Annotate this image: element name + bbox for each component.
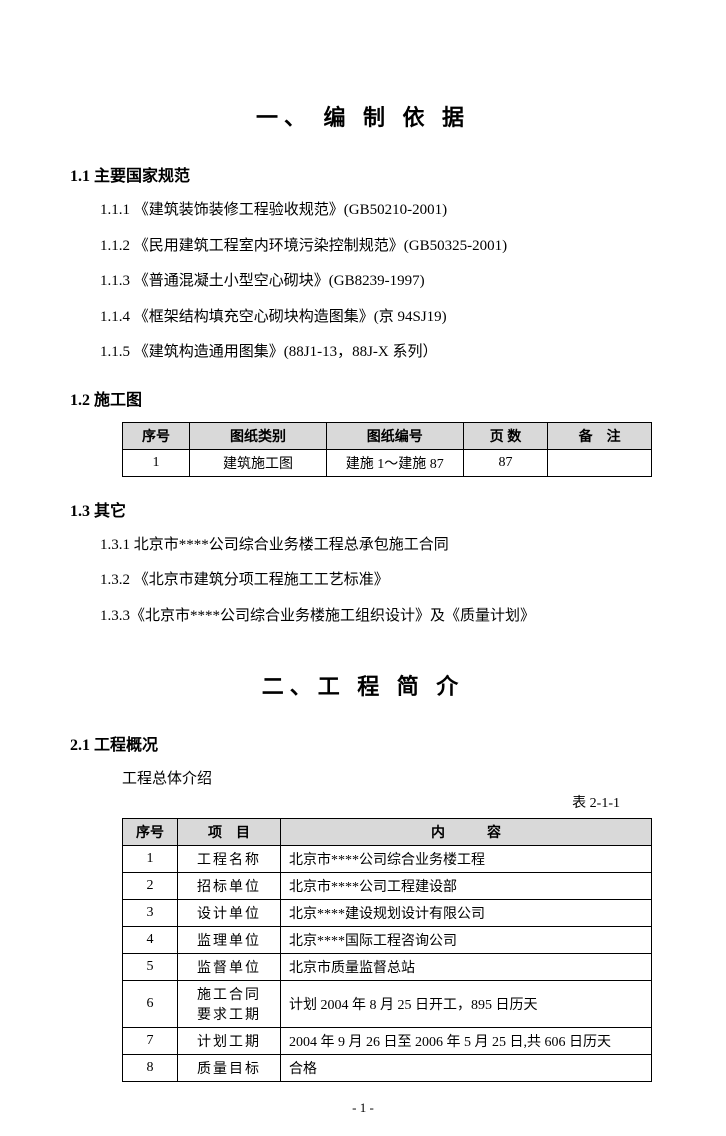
table-row: 3 设计单位 北京****建设规划设计有限公司	[123, 900, 652, 927]
td-item: 监督单位	[178, 954, 281, 981]
td-content: 合格	[281, 1055, 652, 1082]
td-seq: 1	[123, 449, 190, 476]
td-item: 设计单位	[178, 900, 281, 927]
chapter-1-title: 一、 编 制 依 据	[70, 100, 656, 132]
td-seq: 6	[123, 981, 178, 1028]
td-item: 监理单位	[178, 927, 281, 954]
td-number: 建施 1～建施 87	[326, 449, 463, 476]
section-1-1-title: 1.1 主要国家规范	[70, 162, 656, 186]
th-seq: 序号	[123, 422, 190, 449]
item-1-1-1: 1.1.1 《建筑装饰装修工程验收规范》(GB50210-2001)	[100, 198, 656, 224]
td-item: 施工合同要求工期	[178, 981, 281, 1028]
td-seq: 7	[123, 1028, 178, 1055]
table-2-1-1-label: 表 2-1-1	[70, 792, 620, 812]
table-header-row: 序号 项 目 内 容	[123, 819, 652, 846]
table-row: 8 质量目标 合格	[123, 1055, 652, 1082]
td-item: 质量目标	[178, 1055, 281, 1082]
chapter-2-title: 二、工 程 简 介	[70, 669, 656, 701]
td-seq: 5	[123, 954, 178, 981]
td-content: 北京市****公司工程建设部	[281, 873, 652, 900]
table-row: 7 计划工期 2004 年 9 月 26 日至 2006 年 5 月 25 日,…	[123, 1028, 652, 1055]
td-item: 计划工期	[178, 1028, 281, 1055]
table-row: 2 招标单位 北京市****公司工程建设部	[123, 873, 652, 900]
construction-drawing-table: 序号 图纸类别 图纸编号 页 数 备 注 1 建筑施工图 建施 1～建施 87 …	[122, 422, 652, 477]
table-row: 1 建筑施工图 建施 1～建施 87 87	[123, 449, 652, 476]
item-1-1-4: 1.1.4 《框架结构填充空心砌块构造图集》(京 94SJ19)	[100, 305, 656, 331]
item-1-1-3: 1.1.3 《普通混凝土小型空心砌块》(GB8239-1997)	[100, 269, 656, 295]
item-1-3-1: 1.3.1 北京市****公司综合业务楼工程总承包施工合同	[100, 533, 656, 559]
table-row: 1 工程名称 北京市****公司综合业务楼工程	[123, 846, 652, 873]
table-row: 6 施工合同要求工期 计划 2004 年 8 月 25 日开工，895 日历天	[123, 981, 652, 1028]
page: 一、 编 制 依 据 1.1 主要国家规范 1.1.1 《建筑装饰装修工程验收规…	[0, 0, 726, 1136]
td-content: 北京****国际工程咨询公司	[281, 927, 652, 954]
td-item: 工程名称	[178, 846, 281, 873]
section-2-1-title: 2.1 工程概况	[70, 731, 656, 755]
td-remark	[548, 449, 652, 476]
item-1-3-2: 1.3.2 《北京市建筑分项工程施工工艺标准》	[100, 568, 656, 594]
th-pages: 页 数	[463, 422, 548, 449]
td-content: 北京****建设规划设计有限公司	[281, 900, 652, 927]
td-seq: 8	[123, 1055, 178, 1082]
td-seq: 1	[123, 846, 178, 873]
item-1-1-2: 1.1.2 《民用建筑工程室内环境污染控制规范》(GB50325-2001)	[100, 234, 656, 260]
section-1-2-title: 1.2 施工图	[70, 386, 656, 410]
td-seq: 2	[123, 873, 178, 900]
page-number: - 1 -	[70, 1100, 656, 1116]
item-1-3-3: 1.3.3《北京市****公司综合业务楼施工组织设计》及《质量计划》	[100, 604, 656, 630]
table-row: 4 监理单位 北京****国际工程咨询公司	[123, 927, 652, 954]
td-content: 北京市质量监督总站	[281, 954, 652, 981]
project-overview-table: 序号 项 目 内 容 1 工程名称 北京市****公司综合业务楼工程 2 招标单…	[122, 818, 652, 1082]
table-header-row: 序号 图纸类别 图纸编号 页 数 备 注	[123, 422, 652, 449]
td-content: 计划 2004 年 8 月 25 日开工，895 日历天	[281, 981, 652, 1028]
td-item: 招标单位	[178, 873, 281, 900]
project-intro-label: 工程总体介绍	[122, 767, 656, 788]
td-content: 北京市****公司综合业务楼工程	[281, 846, 652, 873]
td-seq: 4	[123, 927, 178, 954]
th-item: 项 目	[178, 819, 281, 846]
td-content: 2004 年 9 月 26 日至 2006 年 5 月 25 日,共 606 日…	[281, 1028, 652, 1055]
th-number: 图纸编号	[326, 422, 463, 449]
td-pages: 87	[463, 449, 548, 476]
td-category: 建筑施工图	[190, 449, 327, 476]
th-remark: 备 注	[548, 422, 652, 449]
th-content: 内 容	[281, 819, 652, 846]
td-seq: 3	[123, 900, 178, 927]
table-row: 5 监督单位 北京市质量监督总站	[123, 954, 652, 981]
item-1-1-5: 1.1.5 《建筑构造通用图集》(88J1-13，88J-X 系列）	[100, 340, 656, 366]
th-seq: 序号	[123, 819, 178, 846]
section-1-3-title: 1.3 其它	[70, 497, 656, 521]
th-category: 图纸类别	[190, 422, 327, 449]
